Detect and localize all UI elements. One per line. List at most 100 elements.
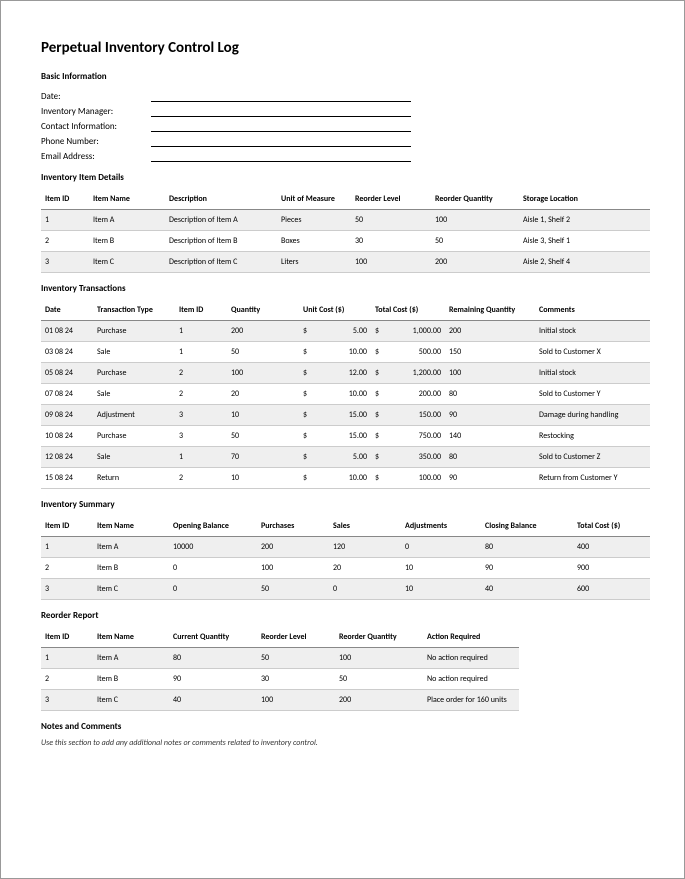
table-cell: Initial stock [535,363,650,384]
column-header: Adjustments [401,516,481,537]
info-row: Email Address: [41,148,650,162]
table-cell: 100 [257,690,335,711]
table-cell: 2 [41,558,93,579]
table-cell: Purchase [93,363,175,384]
table-cell: 01 08 24 [41,321,93,342]
table-cell: 90 [169,669,257,690]
table-row: 12 08 24Sale170$5.00$350.0080Sold to Cus… [41,447,650,468]
table-cell: Restocking [535,426,650,447]
column-header: Total Cost ($) [573,516,650,537]
column-header: Description [165,189,277,210]
table-row: 05 08 24Purchase2100$12.00$1,200.00100In… [41,363,650,384]
basic-info-heading: Basic Information [41,71,650,82]
table-cell: 10 08 24 [41,426,93,447]
table-row: 03 08 24Sale150$10.00$500.00150Sold to C… [41,342,650,363]
table-cell: 900 [573,558,650,579]
table-cell: 30 [351,231,431,252]
table-cell: $100.00 [371,468,445,489]
table-cell: Boxes [277,231,351,252]
table-cell: Return [93,468,175,489]
table-cell: 3 [175,426,227,447]
table-cell: Return from Customer Y [535,468,650,489]
table-cell: 40 [169,690,257,711]
table-cell: $750.00 [371,426,445,447]
table-cell: Sold to Customer X [535,342,650,363]
table-cell: 50 [227,426,299,447]
table-cell: 200 [335,690,423,711]
info-label: Contact Information: [41,121,151,132]
reorder-heading: Reorder Report [41,610,650,621]
table-row: 2Item B0100201090900 [41,558,650,579]
table-cell: 3 [175,405,227,426]
column-header: Date [41,300,93,321]
table-cell: 30 [257,669,335,690]
table-row: 3Item CDescription of Item CLiters100200… [41,252,650,273]
table-cell: 100 [227,363,299,384]
table-row: 2Item B903050No action required [41,669,519,690]
column-header: Opening Balance [169,516,257,537]
table-cell: 200 [227,321,299,342]
table-cell: $5.00 [299,447,371,468]
table-cell: 0 [169,558,257,579]
table-cell: 50 [431,231,519,252]
table-cell: Item A [93,648,169,669]
table-cell: 90 [445,468,535,489]
table-cell: 10 [401,558,481,579]
table-cell: 10 [401,579,481,600]
table-cell: 0 [169,579,257,600]
table-cell: 120 [329,537,401,558]
column-header: Item Name [93,627,169,648]
table-cell: 100 [431,210,519,231]
summary-heading: Inventory Summary [41,499,650,510]
table-cell: 400 [573,537,650,558]
table-cell: Item B [89,231,165,252]
table-cell: 20 [227,384,299,405]
document-page: Perpetual Inventory Control Log Basic In… [0,0,685,879]
table-cell: 2 [175,468,227,489]
page-title: Perpetual Inventory Control Log [41,39,650,57]
table-cell: Description of Item B [165,231,277,252]
table-row: 10 08 24Purchase350$15.00$750.00140Resto… [41,426,650,447]
transactions-table: DateTransaction TypeItem IDQuantityUnit … [41,300,650,489]
column-header: Item ID [41,189,89,210]
column-header: Closing Balance [481,516,573,537]
table-cell: Item C [89,252,165,273]
column-header: Quantity [227,300,299,321]
info-blank-line [151,106,411,117]
table-cell: Item C [93,579,169,600]
column-header: Sales [329,516,401,537]
item-details-heading: Inventory Item Details [41,172,650,183]
table-cell: 90 [445,405,535,426]
column-header: Reorder Quantity [431,189,519,210]
table-cell: Item A [89,210,165,231]
table-cell: 200 [445,321,535,342]
table-cell: 50 [351,210,431,231]
table-cell: 0 [401,537,481,558]
table-cell: 09 08 24 [41,405,93,426]
info-blank-line [151,136,411,147]
table-cell: Purchase [93,321,175,342]
table-cell: 70 [227,447,299,468]
table-row: 15 08 24Return210$10.00$100.0090Return f… [41,468,650,489]
table-cell: $10.00 [299,342,371,363]
transactions-heading: Inventory Transactions [41,283,650,294]
table-cell: 3 [41,690,93,711]
table-cell: Item B [93,558,169,579]
table-cell: $15.00 [299,426,371,447]
table-cell: 90 [481,558,573,579]
table-cell: 3 [41,579,93,600]
table-cell: 07 08 24 [41,384,93,405]
table-cell: 12 08 24 [41,447,93,468]
info-label: Phone Number: [41,136,151,147]
table-cell: 600 [573,579,650,600]
table-cell: 15 08 24 [41,468,93,489]
table-cell: Aisle 2, Shelf 4 [519,252,650,273]
info-row: Phone Number: [41,133,650,147]
info-label: Email Address: [41,151,151,162]
table-cell: Adjustment [93,405,175,426]
table-cell: 50 [257,648,335,669]
basic-info-block: Date: Inventory Manager: Contact Informa… [41,88,650,162]
table-row: 07 08 24Sale220$10.00$200.0080Sold to Cu… [41,384,650,405]
table-row: 1Item A10000200120080400 [41,537,650,558]
reorder-table: Item IDItem NameCurrent QuantityReorder … [41,627,519,711]
